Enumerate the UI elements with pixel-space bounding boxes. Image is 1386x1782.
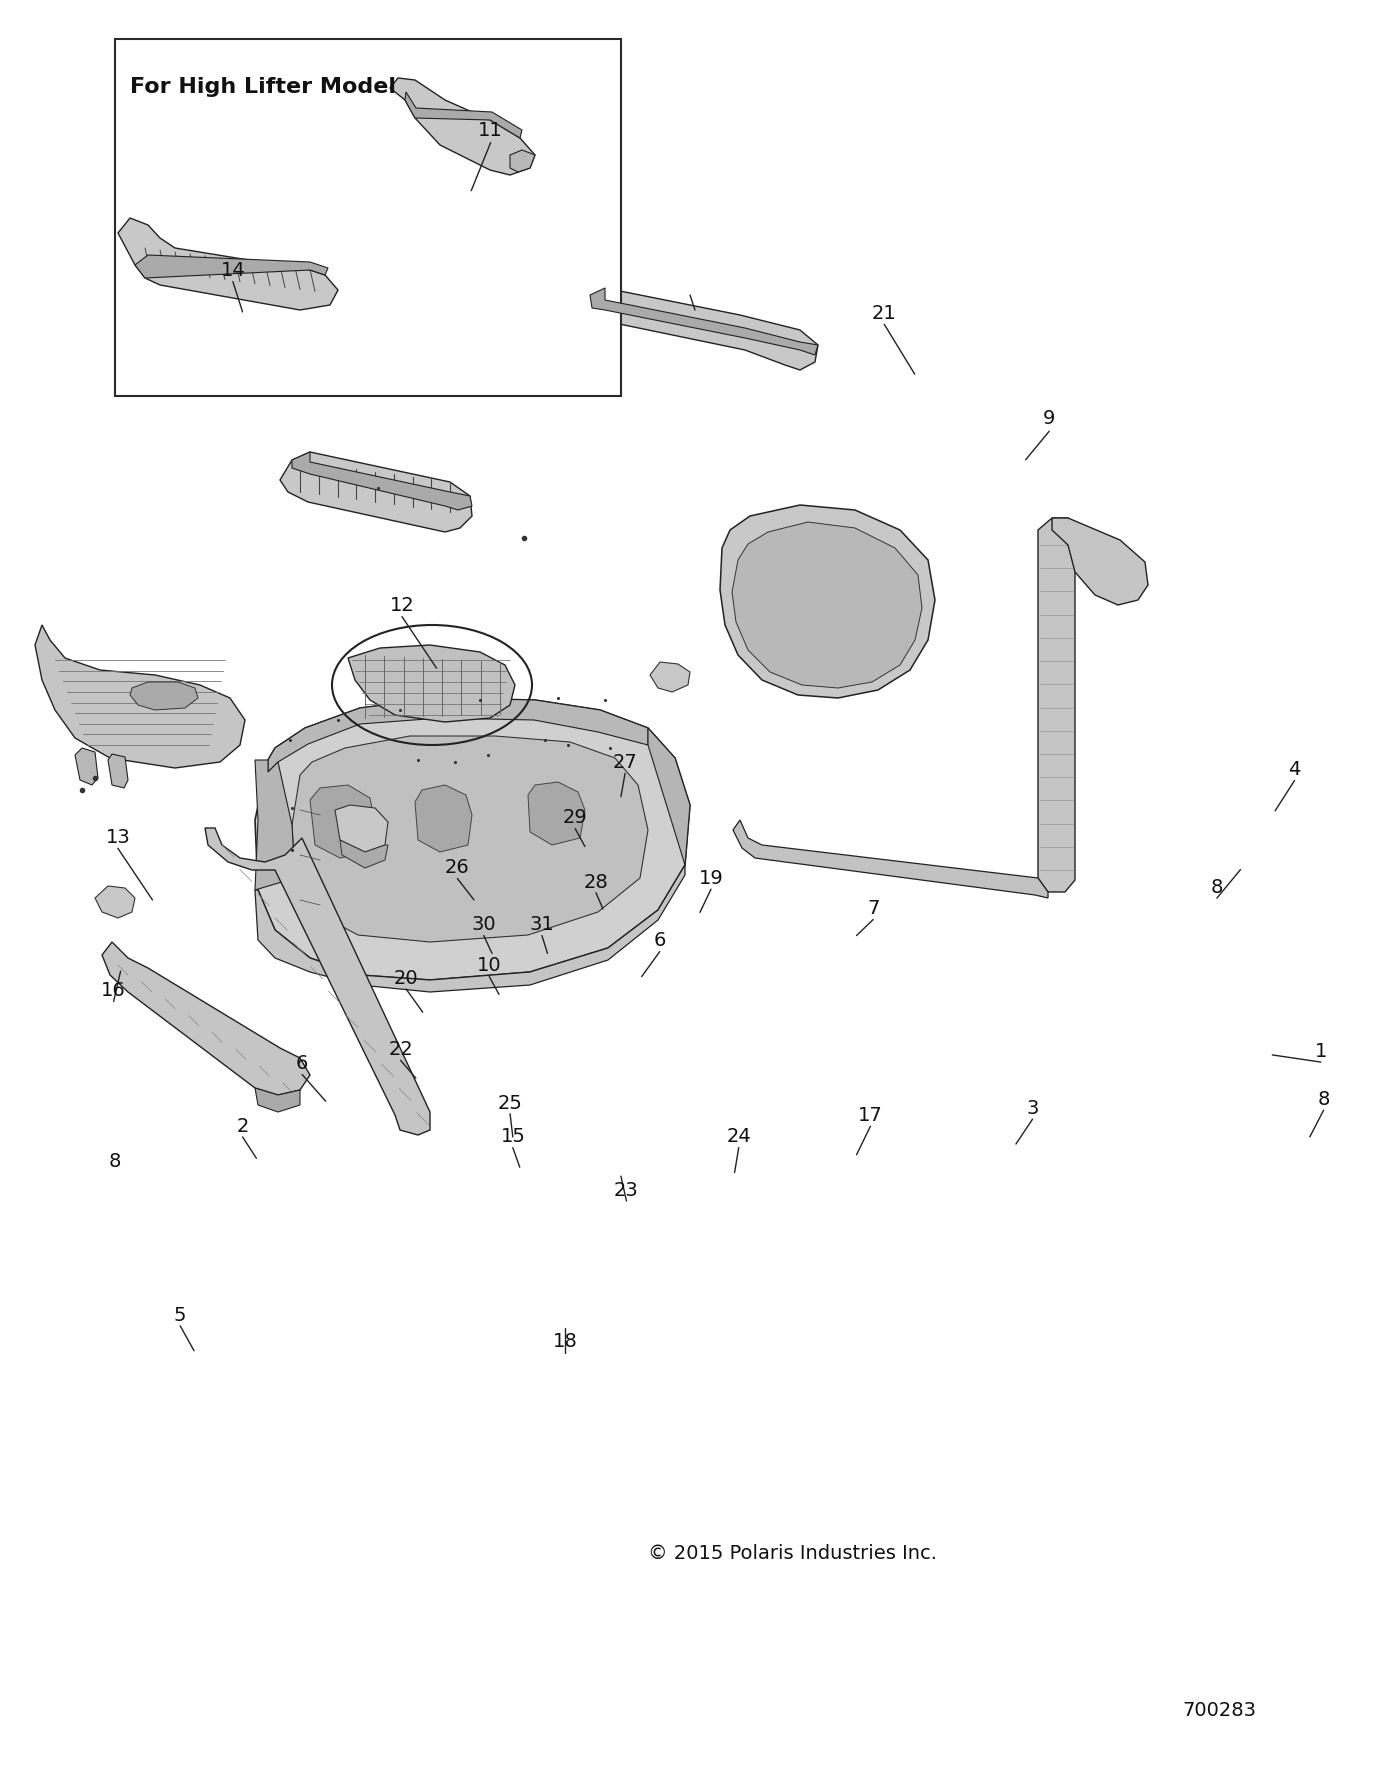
- Text: 3: 3: [1027, 1099, 1038, 1117]
- Text: 15: 15: [500, 1128, 525, 1146]
- Polygon shape: [732, 522, 922, 688]
- Polygon shape: [1038, 519, 1076, 893]
- Text: 11: 11: [478, 121, 503, 139]
- Polygon shape: [108, 754, 128, 788]
- Text: 20: 20: [394, 969, 419, 987]
- Text: 17: 17: [858, 1107, 883, 1124]
- Polygon shape: [255, 759, 295, 889]
- Text: 6: 6: [654, 932, 665, 950]
- Text: 31: 31: [529, 916, 554, 934]
- Polygon shape: [733, 820, 1048, 898]
- Polygon shape: [1052, 519, 1148, 606]
- Text: 14: 14: [220, 262, 245, 280]
- Polygon shape: [649, 729, 690, 864]
- Polygon shape: [719, 504, 936, 699]
- Polygon shape: [75, 748, 98, 786]
- Text: 4: 4: [1289, 761, 1300, 779]
- Polygon shape: [389, 78, 535, 175]
- Text: 28: 28: [584, 873, 608, 891]
- Polygon shape: [292, 453, 473, 510]
- Text: 24: 24: [726, 1128, 751, 1146]
- Polygon shape: [405, 93, 523, 137]
- Polygon shape: [255, 1089, 299, 1112]
- Text: 27: 27: [613, 754, 638, 772]
- Polygon shape: [528, 782, 585, 845]
- Text: © 2015 Polaris Industries Inc.: © 2015 Polaris Industries Inc.: [649, 1545, 937, 1563]
- Polygon shape: [205, 829, 430, 1135]
- Polygon shape: [414, 786, 473, 852]
- Polygon shape: [335, 805, 388, 852]
- Polygon shape: [35, 625, 245, 768]
- Polygon shape: [96, 886, 134, 918]
- Polygon shape: [134, 255, 328, 278]
- Polygon shape: [510, 150, 535, 173]
- Text: For High Lifter Model: For High Lifter Model: [130, 77, 396, 98]
- Polygon shape: [340, 839, 388, 868]
- Text: 8: 8: [1211, 879, 1222, 896]
- Text: 7: 7: [868, 900, 879, 918]
- Text: 700283: 700283: [1182, 1702, 1257, 1720]
- Polygon shape: [348, 645, 516, 722]
- Text: 25: 25: [498, 1094, 523, 1112]
- Text: 30: 30: [471, 916, 496, 934]
- Text: 8: 8: [1318, 1091, 1329, 1108]
- Text: 22: 22: [388, 1041, 413, 1059]
- Text: 13: 13: [105, 829, 130, 846]
- Polygon shape: [267, 699, 649, 772]
- Text: 26: 26: [445, 859, 470, 877]
- Polygon shape: [118, 217, 338, 310]
- Text: 1: 1: [1315, 1042, 1326, 1060]
- Text: 5: 5: [173, 1306, 187, 1324]
- Polygon shape: [255, 699, 690, 980]
- Polygon shape: [310, 786, 376, 857]
- Text: 16: 16: [101, 982, 126, 1000]
- Text: 29: 29: [563, 809, 588, 827]
- Text: 12: 12: [389, 597, 414, 615]
- Text: 10: 10: [477, 957, 502, 975]
- Polygon shape: [575, 289, 818, 371]
- Text: 23: 23: [614, 1181, 639, 1199]
- Text: 2: 2: [237, 1117, 248, 1135]
- Text: 18: 18: [553, 1333, 578, 1351]
- Polygon shape: [255, 864, 685, 993]
- Text: 9: 9: [1044, 410, 1055, 428]
- Bar: [115, 39, 621, 396]
- Text: 6: 6: [297, 1055, 308, 1073]
- Polygon shape: [292, 736, 649, 943]
- Polygon shape: [650, 661, 690, 691]
- Text: 19: 19: [699, 870, 723, 887]
- Polygon shape: [590, 289, 818, 355]
- Text: 8: 8: [109, 1153, 121, 1171]
- Text: 21: 21: [872, 305, 897, 323]
- Polygon shape: [103, 943, 310, 1094]
- Polygon shape: [130, 683, 198, 709]
- Polygon shape: [280, 453, 473, 533]
